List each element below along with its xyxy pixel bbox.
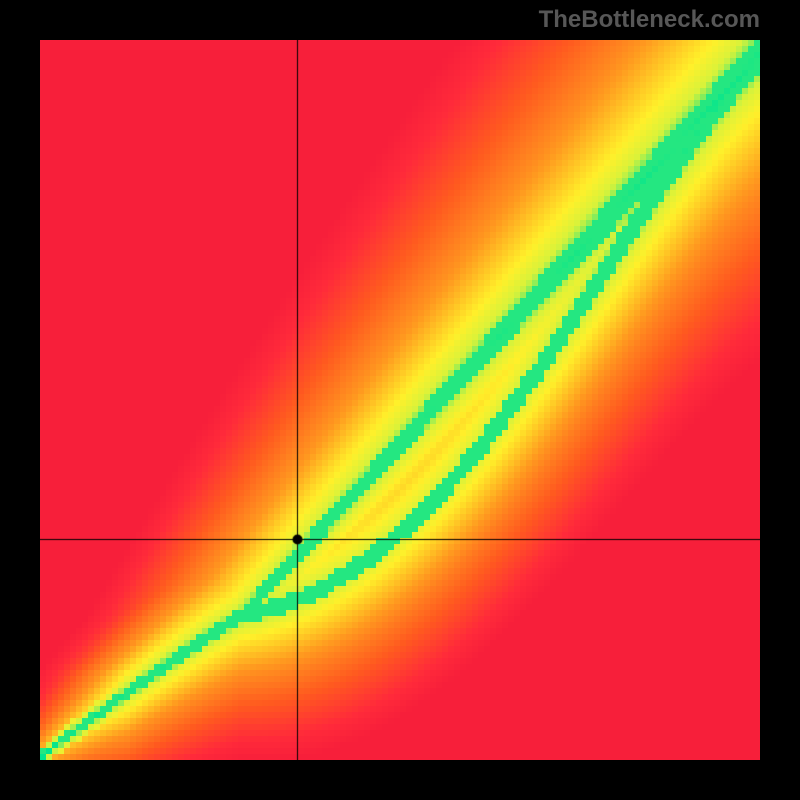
chart-container: TheBottleneck.com [0,0,800,800]
watermark-text: TheBottleneck.com [539,6,760,34]
overlay-canvas [40,40,760,760]
